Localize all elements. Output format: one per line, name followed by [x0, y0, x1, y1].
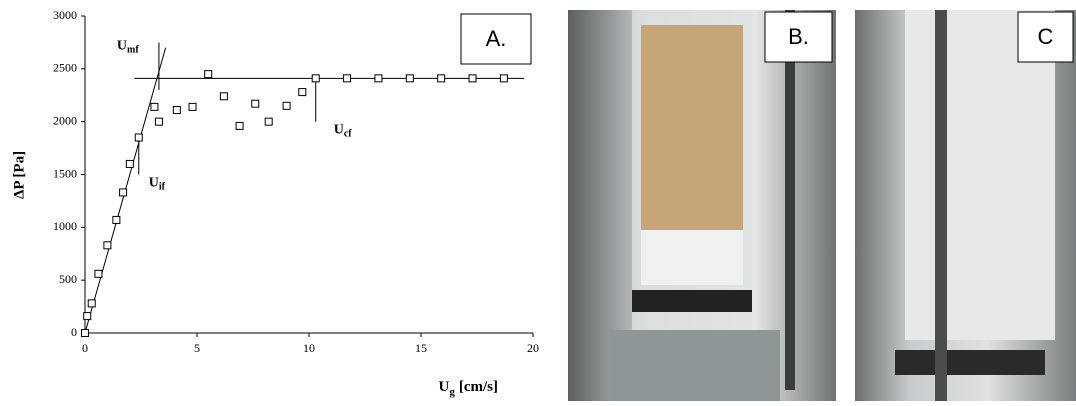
data-point	[94, 269, 103, 278]
data-point	[125, 159, 134, 168]
y-tick-label: 500	[59, 272, 77, 286]
x-tick-label: 15	[415, 341, 427, 355]
y-axis-label: ΔP [Pa]	[11, 151, 27, 199]
annotation-base: U	[117, 39, 127, 54]
data-point	[374, 74, 383, 83]
data-point	[298, 88, 307, 97]
annotation: Umf	[117, 39, 139, 56]
y-tick-label: 0	[71, 325, 77, 339]
data-point	[87, 299, 96, 308]
photo-label: C	[1038, 24, 1054, 49]
x-tick-label: 10	[303, 341, 315, 355]
data-point	[282, 101, 291, 110]
data-point	[343, 74, 352, 83]
data-point	[172, 106, 181, 115]
data-point	[219, 92, 228, 101]
data-point	[311, 74, 320, 83]
x-axis-label: Ug [cm/s]	[439, 379, 499, 397]
photo-label-box	[1017, 11, 1074, 63]
data-point	[204, 70, 213, 79]
data-point	[103, 241, 112, 250]
data-point	[154, 117, 163, 126]
data-point	[134, 133, 143, 142]
annotation-sub: cf	[344, 129, 352, 140]
data-point	[119, 188, 128, 197]
annotation-base: U	[149, 176, 159, 191]
annotation-base: U	[334, 123, 344, 138]
data-point	[188, 102, 197, 111]
panel-label: A.	[486, 26, 507, 51]
data-point	[112, 215, 121, 224]
data-point	[251, 99, 260, 108]
y-tick-label: 3000	[53, 8, 77, 22]
data-point	[405, 74, 414, 83]
data-point	[81, 329, 89, 337]
photo-b	[568, 10, 836, 401]
annotation: Uif	[149, 176, 166, 193]
data-point	[437, 74, 446, 83]
y-tick-label: 1500	[53, 166, 77, 180]
x-tick-label: 0	[82, 341, 88, 355]
data-point	[264, 117, 273, 126]
annotation: Ucf	[334, 123, 353, 140]
data-point	[499, 74, 508, 83]
x-tick-label: 5	[194, 341, 200, 355]
photo-label: B.	[788, 24, 809, 49]
photo-label-box	[764, 11, 833, 63]
data-point	[468, 74, 477, 83]
y-tick-label: 1000	[53, 219, 77, 233]
annotation-sub: if	[159, 182, 166, 193]
data-point	[235, 121, 244, 130]
photo-c	[855, 10, 1076, 401]
x-label-sub: g	[449, 386, 455, 398]
y-tick-label: 2500	[53, 61, 77, 75]
x-label-unit: [cm/s]	[459, 379, 498, 395]
panel-label-box	[460, 13, 532, 65]
y-tick-label: 2000	[53, 113, 77, 127]
data-point	[83, 312, 92, 321]
data-point	[150, 102, 159, 111]
x-tick-label: 20	[527, 341, 539, 355]
annotation-sub: mf	[127, 45, 139, 56]
x-label-base: U	[439, 379, 450, 395]
